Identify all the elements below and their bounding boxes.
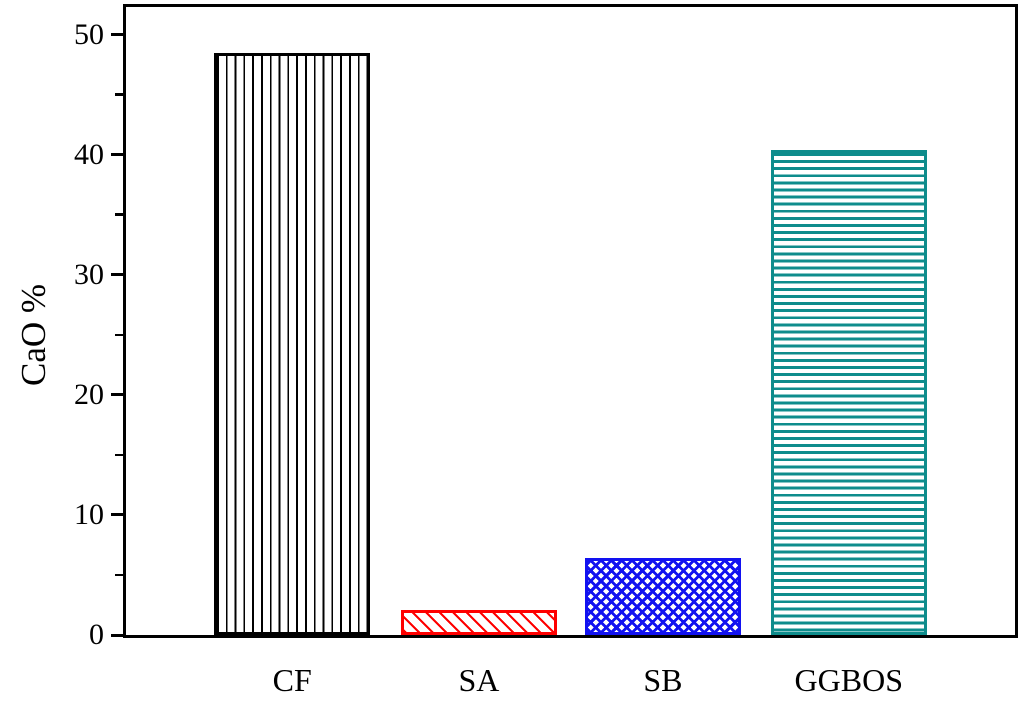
y-minor-tick-5 — [115, 573, 123, 577]
y-tick-label-0: 0 — [89, 618, 104, 651]
y-minor-tick-25 — [115, 333, 123, 337]
x-tick-label-sa: SA — [458, 662, 500, 698]
y-minor-tick-45 — [115, 93, 123, 96]
y-minor-tick-15 — [115, 453, 123, 457]
y-major-tick-50 — [111, 33, 123, 37]
bar-ggbos — [770, 149, 927, 635]
bar-cf — [214, 52, 371, 635]
y-major-tick-30 — [111, 273, 123, 277]
y-major-tick-0 — [111, 633, 123, 637]
bar-sa — [400, 609, 558, 635]
y-major-tick-40 — [111, 153, 123, 157]
y-tick-label-30: 30 — [74, 257, 104, 291]
y-minor-tick-35 — [115, 213, 123, 216]
x-tick-label-cf: CF — [272, 662, 312, 698]
plot-area — [123, 4, 1018, 638]
bar-sb — [584, 558, 742, 635]
y-tick-label-10: 10 — [74, 497, 104, 531]
y-axis-title: CaO % — [14, 283, 53, 387]
x-tick-label-ggbos: GGBOS — [794, 662, 903, 698]
y-major-tick-10 — [111, 513, 123, 517]
y-tick-label-50: 50 — [74, 17, 104, 51]
y-tick-label-20: 20 — [74, 377, 104, 411]
y-major-tick-20 — [111, 393, 123, 397]
x-tick-label-sb: SB — [643, 662, 683, 698]
y-tick-label-40: 40 — [74, 137, 104, 171]
